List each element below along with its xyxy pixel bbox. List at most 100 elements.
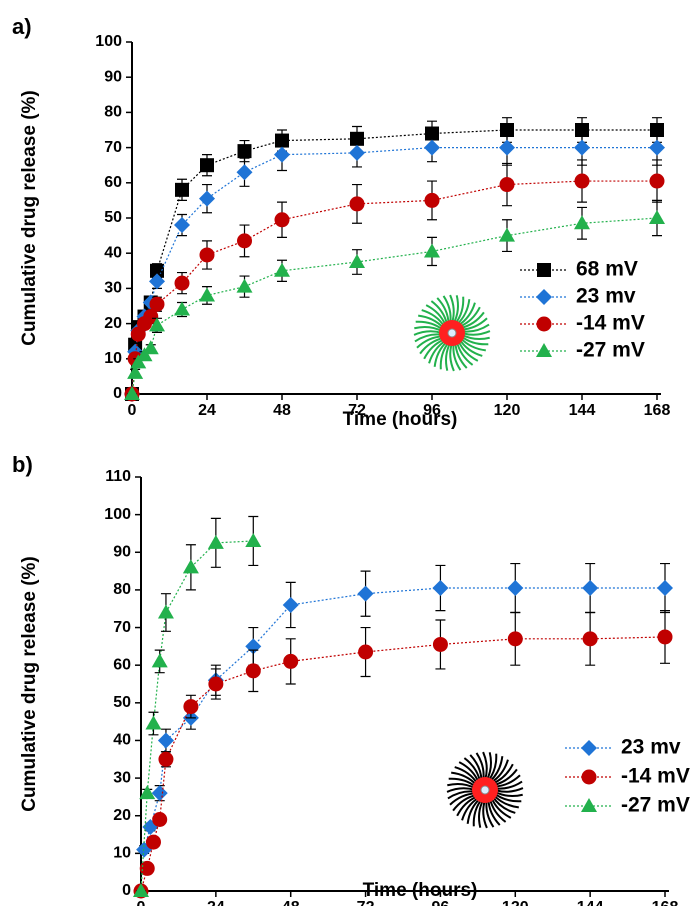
y-tick-label: 0 <box>113 385 122 402</box>
marker <box>149 296 165 312</box>
x-tick-label: 144 <box>569 402 596 419</box>
panel-label: a) <box>12 14 32 39</box>
legend-label: -14 mV <box>576 312 645 335</box>
marker <box>349 254 365 268</box>
marker <box>130 354 147 369</box>
y-tick-label: 30 <box>113 769 131 786</box>
y-tick-label: 80 <box>113 581 131 598</box>
marker <box>424 192 440 208</box>
marker <box>152 811 168 827</box>
legend-marker <box>581 769 597 785</box>
marker <box>574 173 590 189</box>
marker <box>582 580 599 597</box>
marker <box>127 364 144 379</box>
micelle-center <box>480 785 490 795</box>
marker <box>142 340 159 355</box>
y-tick-label: 80 <box>104 104 122 121</box>
marker <box>208 676 224 692</box>
y-tick-label: 10 <box>104 350 122 367</box>
marker <box>432 636 448 652</box>
marker <box>349 196 365 212</box>
marker <box>424 243 440 258</box>
marker <box>143 309 159 325</box>
x-tick-label: 168 <box>652 899 679 906</box>
marker <box>174 275 190 291</box>
marker <box>183 699 199 715</box>
y-axis-title: Cumulative drug release (%) <box>19 90 40 346</box>
legend-marker <box>536 289 552 305</box>
marker <box>357 585 374 602</box>
y-tick-label: 90 <box>113 543 131 560</box>
marker <box>236 164 253 181</box>
marker <box>274 262 290 277</box>
marker <box>139 860 155 876</box>
x-tick-label: 48 <box>282 899 300 906</box>
marker <box>507 580 524 597</box>
legend-label: -14 mV <box>621 765 690 788</box>
y-tick-label: 40 <box>104 244 122 261</box>
marker <box>424 139 440 156</box>
y-tick-label: 70 <box>104 139 122 156</box>
y-tick-label: 90 <box>104 68 122 85</box>
y-tick-label: 70 <box>113 619 131 636</box>
y-axis-title: Cumulative drug release (%) <box>19 556 40 812</box>
micelle-icon <box>413 294 491 372</box>
y-tick-label: 50 <box>104 209 122 226</box>
x-tick-label: 120 <box>502 899 529 906</box>
legend-label: 68 mV <box>576 258 638 281</box>
y-tick-label: 110 <box>105 468 131 485</box>
marker <box>499 139 515 156</box>
x-axis-title: Time (hours) <box>343 409 458 430</box>
x-tick-label: 48 <box>273 402 291 419</box>
marker <box>274 212 290 228</box>
y-tick-label: 60 <box>113 656 131 673</box>
y-tick-label: 20 <box>113 807 131 824</box>
marker <box>245 663 261 679</box>
marker <box>145 715 162 730</box>
marker <box>649 210 665 224</box>
marker <box>200 158 214 173</box>
marker <box>283 653 299 669</box>
x-tick-label: 120 <box>494 402 521 419</box>
marker <box>657 629 673 645</box>
y-tick-label: 20 <box>104 315 122 332</box>
legend-marker <box>537 263 551 277</box>
marker <box>582 631 598 647</box>
y-tick-label: 60 <box>104 174 122 191</box>
x-tick-label: 0 <box>128 402 137 419</box>
y-tick-label: 30 <box>104 280 122 297</box>
marker <box>657 580 673 597</box>
legend-label: 23 mv <box>621 736 681 759</box>
x-tick-label: 168 <box>644 402 671 419</box>
marker <box>149 317 165 332</box>
marker <box>145 834 161 850</box>
x-tick-label: 96 <box>432 899 450 906</box>
marker <box>274 146 290 163</box>
marker <box>174 301 190 316</box>
marker <box>237 144 252 159</box>
x-tick-label: 24 <box>198 402 216 419</box>
marker <box>432 580 449 597</box>
marker <box>199 190 215 207</box>
marker <box>157 732 174 749</box>
x-tick-label: 72 <box>348 402 366 419</box>
marker <box>245 532 262 547</box>
legend-label: -27 mV <box>621 794 690 817</box>
marker <box>207 534 224 549</box>
micelle-icon <box>446 751 524 829</box>
marker <box>139 785 156 800</box>
marker <box>174 217 190 234</box>
panel-label: b) <box>12 452 33 477</box>
marker <box>157 604 174 619</box>
marker <box>499 177 515 193</box>
y-tick-label: 0 <box>122 882 131 899</box>
marker <box>124 386 140 400</box>
marker <box>574 139 590 156</box>
x-tick-label: 96 <box>423 402 441 419</box>
legend-marker <box>536 316 552 332</box>
series-line <box>140 636 666 892</box>
marker <box>199 287 215 302</box>
marker <box>499 227 515 242</box>
legend-label: 23 mv <box>576 285 636 308</box>
marker <box>149 273 165 290</box>
